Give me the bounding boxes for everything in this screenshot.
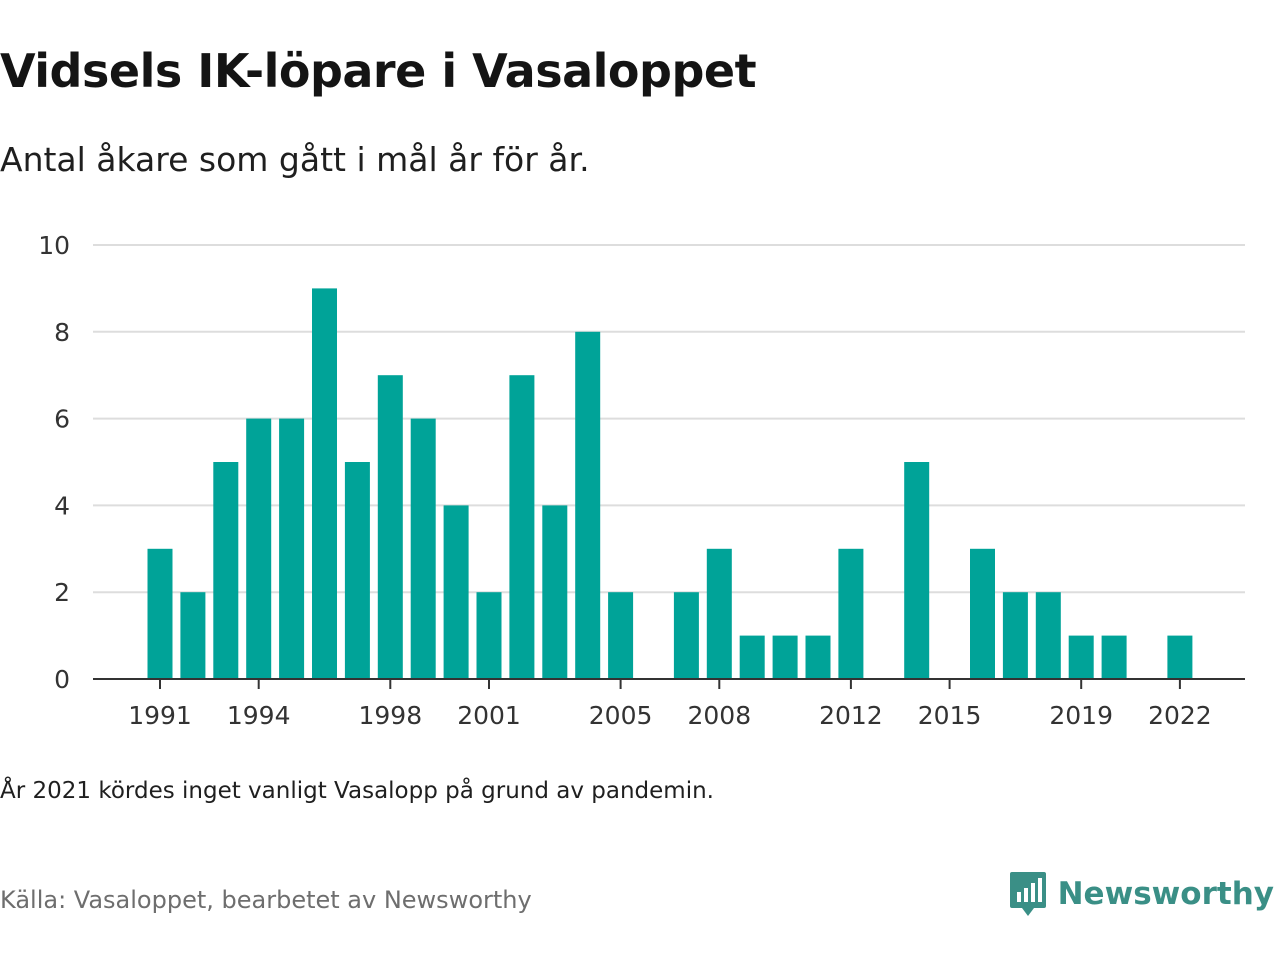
brand-name: Newsworthy xyxy=(1057,876,1274,912)
bar-2002 xyxy=(509,375,535,679)
bar-2012 xyxy=(838,548,864,679)
brand-logo: Newsworthy xyxy=(1008,870,1274,918)
x-tick-label-2015: 2015 xyxy=(918,701,982,730)
x-tick-label-2012: 2012 xyxy=(819,701,883,730)
bar-2009 xyxy=(739,635,765,679)
x-tick-label-2001: 2001 xyxy=(457,701,521,730)
y-tick-label-4: 4 xyxy=(54,491,70,520)
bar-2008 xyxy=(706,548,732,679)
x-tick-label-2022: 2022 xyxy=(1148,701,1212,730)
bar-2010 xyxy=(772,635,798,679)
bar-2016 xyxy=(970,548,995,679)
chart-note: År 2021 kördes inget vanligt Vasalopp på… xyxy=(0,778,714,804)
source-credit: Källa: Vasaloppet, bearbetet av Newswort… xyxy=(0,886,532,914)
newsworthy-logo-icon xyxy=(1009,872,1046,916)
y-tick-label-2: 2 xyxy=(54,578,70,607)
y-tick-label-6: 6 xyxy=(54,405,70,434)
x-tick-label-1994: 1994 xyxy=(227,701,291,730)
x-tick-label-1991: 1991 xyxy=(128,701,192,730)
bar-1999 xyxy=(410,418,436,679)
y-tick-label-10: 10 xyxy=(38,231,70,260)
bar-1994 xyxy=(246,418,272,679)
bar-1992 xyxy=(180,592,206,679)
bar-2007 xyxy=(673,592,699,679)
bar-2017 xyxy=(1002,592,1028,679)
bar-1993 xyxy=(213,462,239,679)
bar-2022 xyxy=(1167,635,1193,679)
y-tick-label-8: 8 xyxy=(54,318,70,347)
bar-chart: 0 2 4 6 8 10 1991 1994 1998 2001 2005 2008 2012 2015… xyxy=(38,231,1245,730)
bar-2000 xyxy=(443,505,469,679)
bar-1997 xyxy=(344,462,370,679)
bar-2018 xyxy=(1035,592,1061,679)
x-tick-label-2008: 2008 xyxy=(687,701,751,730)
y-tick-label-0: 0 xyxy=(54,665,70,694)
bar-2020 xyxy=(1101,635,1127,679)
bar-2019 xyxy=(1068,635,1094,679)
bars xyxy=(147,288,1193,679)
bar-1996 xyxy=(312,288,337,679)
chart-subtitle: Antal åkare som gått i mål år för år. xyxy=(0,140,590,179)
bar-2001 xyxy=(476,592,502,679)
bar-2003 xyxy=(542,505,568,679)
y-axis-ticks: 0 2 4 6 8 10 xyxy=(38,231,70,694)
chart-title: Vidsels IK-löpare i Vasaloppet xyxy=(0,44,757,98)
bar-1991 xyxy=(147,548,173,679)
x-tick-label-2019: 2019 xyxy=(1049,701,1113,730)
bar-2011 xyxy=(805,635,831,679)
bar-2005 xyxy=(608,592,634,679)
bar-1998 xyxy=(377,375,403,679)
x-tick-label-2005: 2005 xyxy=(589,701,653,730)
bar-2014 xyxy=(904,462,930,679)
bar-2004 xyxy=(575,331,601,679)
bar-1995 xyxy=(279,418,305,679)
x-axis-ticks: 1991 1994 1998 2001 2005 2008 2012 2015 2019 2022 xyxy=(128,679,1212,730)
x-tick-label-1998: 1998 xyxy=(358,701,422,730)
